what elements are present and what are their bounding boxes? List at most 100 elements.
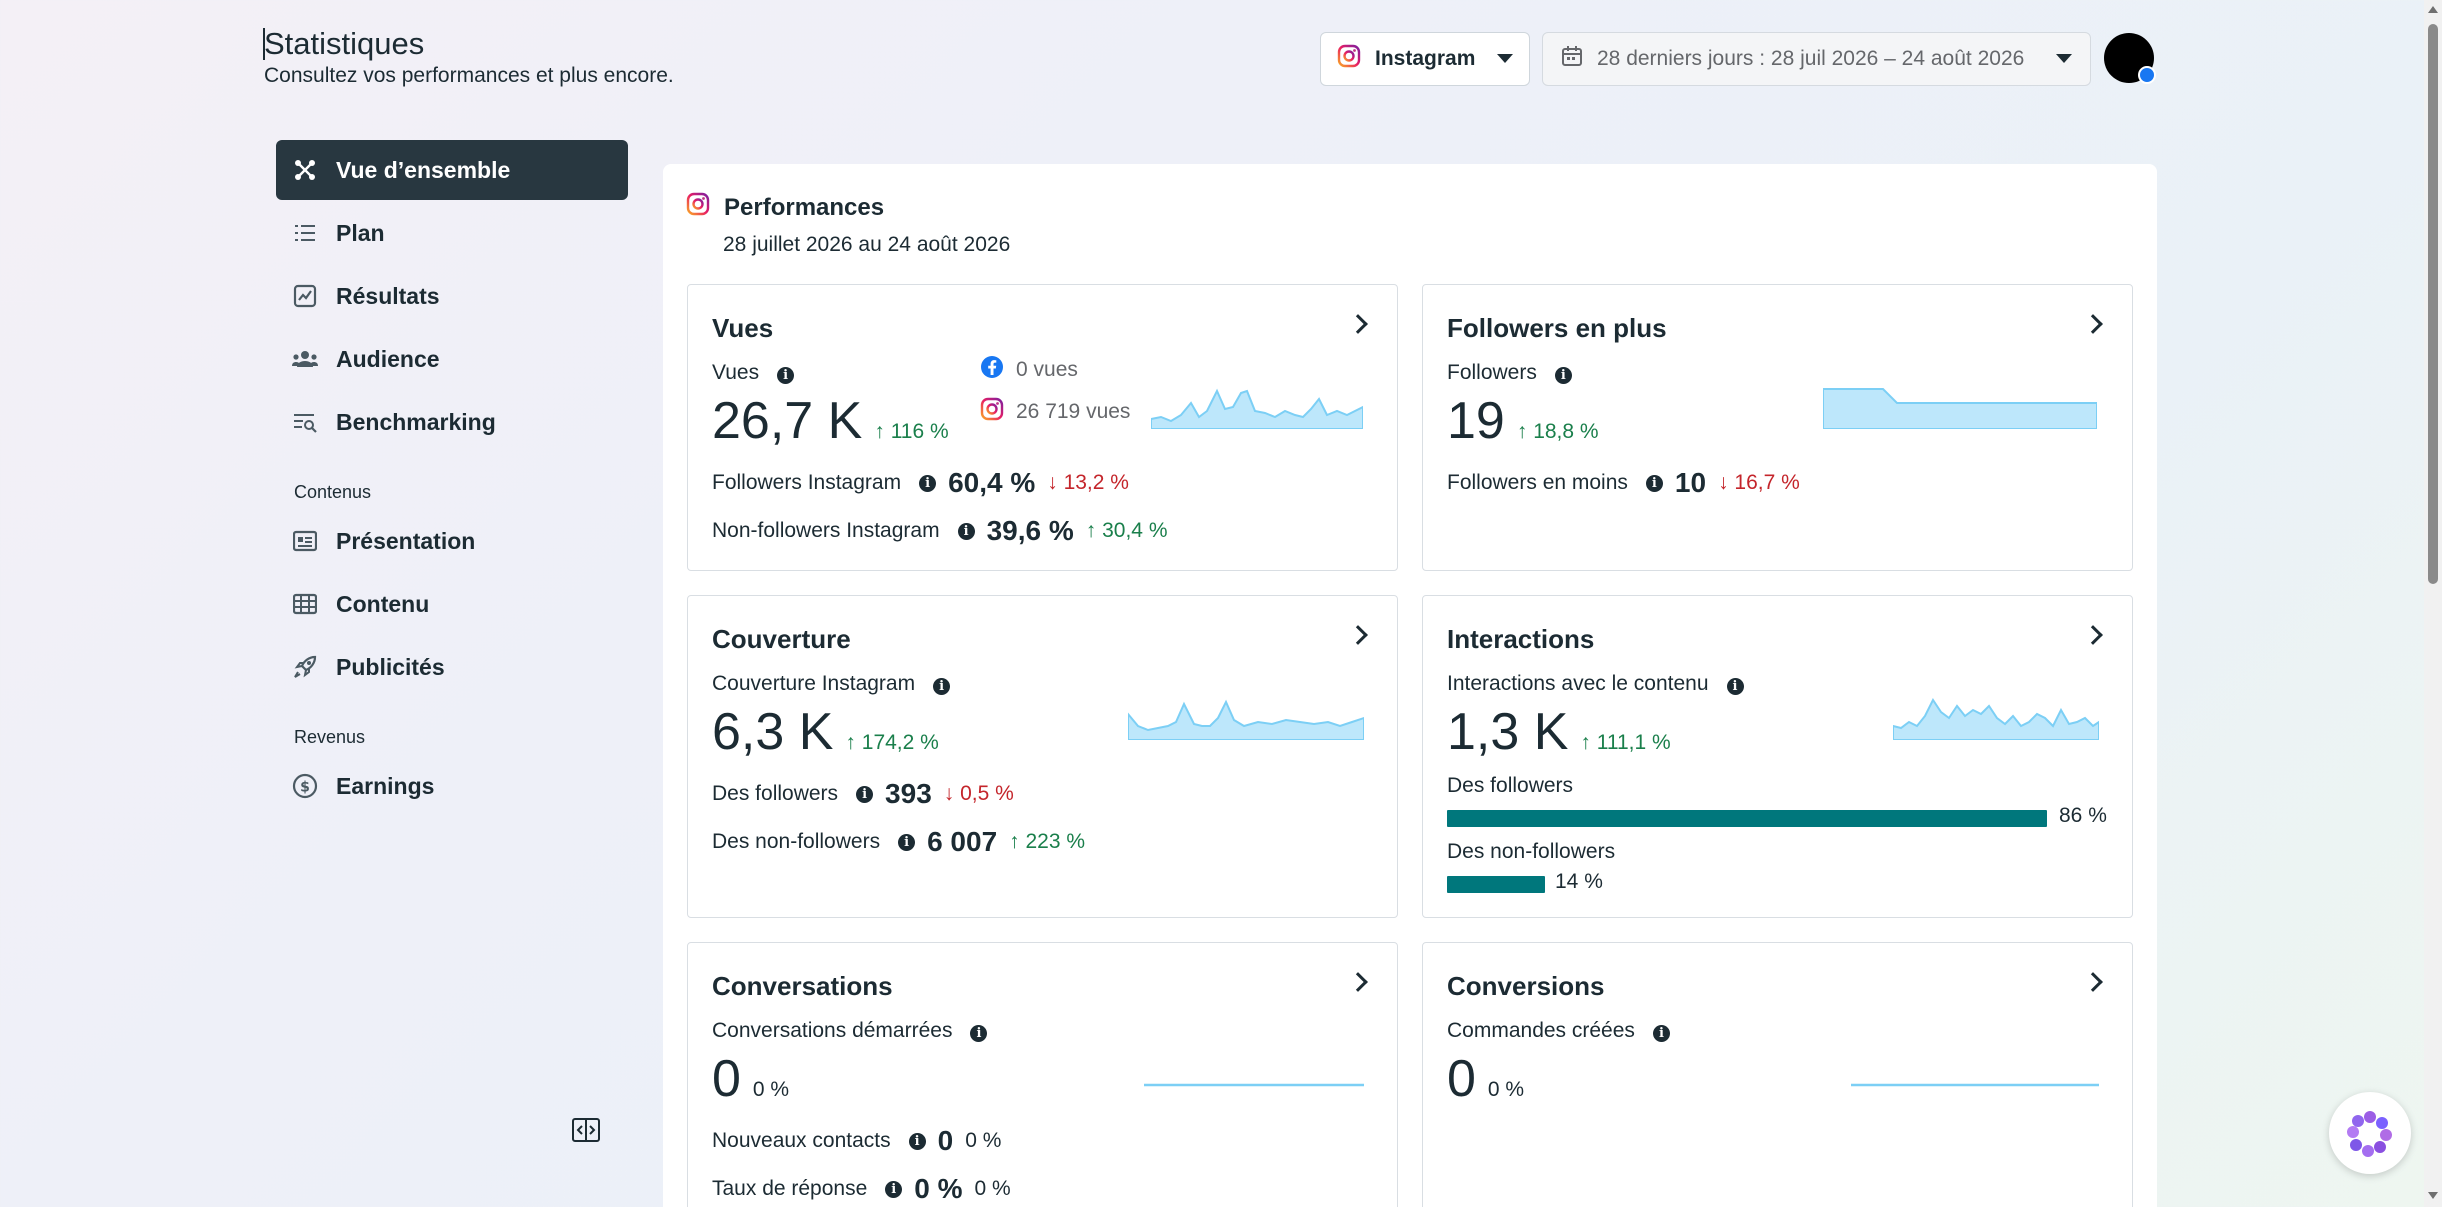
sidebar-item-label: Plan — [336, 219, 385, 246]
ig-followers-row: Followers Instagram i 60,4 % ↓ 13,2 % — [712, 467, 1129, 499]
change-up: ↑ 30,4 % — [1085, 519, 1168, 542]
sidebar-item-ads[interactable]: Publicités — [276, 637, 628, 697]
scroll-down-icon[interactable] — [2428, 1192, 2438, 1199]
followers-lost-label: Followers en moins — [1447, 471, 1628, 494]
change-down: ↓ 0,5 % — [943, 782, 1014, 805]
card-conversations[interactable]: Conversations Conversations démarrées i 0… — [687, 942, 1398, 1207]
sidebar-item-audience[interactable]: Audience — [276, 329, 628, 389]
date-range-dropdown[interactable]: 28 derniers jours : 28 juil 2026 – 24 ao… — [1542, 32, 2091, 86]
sidebar-item-label: Présentation — [336, 527, 476, 554]
info-icon[interactable]: i — [957, 522, 975, 540]
info-icon[interactable]: i — [1554, 367, 1572, 384]
benchmark-icon — [292, 409, 318, 435]
ig-followers-value: 60,4 % — [948, 467, 1036, 498]
platform-dropdown[interactable]: Instagram — [1320, 32, 1530, 86]
text-caret — [263, 28, 265, 60]
response-rate-label: Taux de réponse — [712, 1177, 868, 1200]
card-title: Conversations — [712, 971, 893, 1001]
ig-nonfollowers-row: Non-followers Instagram i 39,6 % ↑ 30,4 % — [712, 515, 1168, 547]
info-icon[interactable]: i — [885, 1180, 903, 1198]
change-up: ↑ 116 % — [874, 420, 949, 443]
date-range-label: 28 derniers jours : 28 juil 2026 – 24 ao… — [1597, 47, 2025, 70]
chevron-right-icon[interactable] — [2083, 625, 2103, 645]
sidebar-item-content[interactable]: Contenu — [276, 574, 628, 634]
card-followers[interactable]: Followers en plus Followers i 19 ↑ 18,8 %… — [1422, 284, 2133, 571]
card-title: Conversions — [1447, 971, 1605, 1001]
sidebar-item-label: Publicités — [336, 653, 445, 680]
card-title: Followers en plus — [1447, 313, 1667, 343]
card-conversions[interactable]: Conversions Commandes créées i 0 0 % — [1422, 942, 2133, 1207]
interactions-followers-label: Des followers — [1447, 774, 1574, 797]
info-icon[interactable]: i — [856, 785, 874, 803]
sidebar-item-plan[interactable]: Plan — [276, 203, 628, 263]
metric-value: 6,3 K — [712, 703, 834, 761]
info-icon[interactable]: i — [1645, 474, 1663, 492]
section-label-revenue: Revenus — [294, 727, 366, 747]
sidebar-item-label: Vue d’ensemble — [336, 156, 511, 183]
interactions-nonfollowers-label: Des non-followers — [1447, 840, 1616, 863]
conversations-sparkline — [1144, 1083, 1364, 1087]
collapse-sidebar-icon[interactable] — [572, 1118, 600, 1142]
info-icon[interactable]: i — [970, 1025, 988, 1042]
followers-lost-row: Followers en moins i 10 ↓ 16,7 % — [1447, 467, 1800, 499]
change-neutral: 0 % — [752, 1078, 790, 1101]
chevron-right-icon[interactable] — [1348, 625, 1368, 645]
metric-label-row: Followers i — [1447, 361, 1572, 385]
info-icon[interactable]: i — [933, 678, 951, 695]
ig-nonfollowers-label: Non-followers Instagram — [712, 519, 940, 542]
chevron-right-icon[interactable] — [1348, 972, 1368, 992]
platform-label: Instagram — [1375, 47, 1476, 70]
chevron-right-icon[interactable] — [2083, 972, 2103, 992]
facebook-icon — [980, 355, 1004, 384]
metric-label-row: Vues i — [712, 361, 795, 385]
new-contacts-label: Nouveaux contacts — [712, 1129, 891, 1152]
sidebar-item-results[interactable]: Résultats — [276, 266, 628, 326]
metric-label: Commandes créées — [1447, 1019, 1635, 1042]
info-icon[interactable]: i — [1726, 678, 1744, 695]
chevron-right-icon[interactable] — [2083, 314, 2103, 334]
metric-value-row: 26,7 K ↑ 116 % — [712, 391, 949, 451]
svg-text:$: $ — [300, 780, 310, 796]
response-rate-value: 0 % — [914, 1173, 963, 1204]
reach-followers-label: Des followers — [712, 782, 839, 805]
card-reach[interactable]: Couverture Couverture Instagram i 6,3 K ↑… — [687, 595, 1398, 918]
sidebar-item-label: Résultats — [336, 282, 440, 309]
info-icon[interactable]: i — [898, 833, 916, 851]
change-up: ↑ 174,2 % — [845, 731, 939, 754]
info-icon[interactable]: i — [1652, 1025, 1670, 1042]
interactions-nonfollowers-pct-row: 14 % — [1555, 870, 1603, 894]
performance-title: Performances — [724, 193, 885, 221]
metric-label: Conversations démarrées — [712, 1019, 953, 1042]
interactions-nonfollowers-bar — [1447, 876, 1545, 893]
reach-nonfollowers-label: Des non-followers — [712, 830, 881, 853]
change-down: ↓ 13,2 % — [1047, 471, 1129, 494]
sidebar-item-presentation[interactable]: Présentation — [276, 511, 628, 571]
instagram-views: 26 719 vues — [1016, 399, 1131, 423]
interactions-nonfollowers-pct: 14 % — [1555, 870, 1603, 893]
scroll-up-icon[interactable] — [2428, 6, 2438, 13]
instagram-views-row: 26 719 vues — [980, 397, 1130, 426]
info-icon[interactable]: i — [777, 367, 795, 384]
card-interactions[interactable]: Interactions Interactions avec le conten… — [1422, 595, 2133, 918]
sidebar-item-benchmarking[interactable]: Benchmarking — [276, 392, 628, 452]
chevron-right-icon[interactable] — [1348, 314, 1368, 334]
metric-label-row: Conversations démarrées i — [712, 1019, 988, 1043]
info-icon[interactable]: i — [908, 1132, 926, 1150]
followers-lost-value: 10 — [1674, 467, 1707, 498]
sidebar-item-overview[interactable]: Vue d’ensemble — [276, 140, 628, 200]
interactions-followers-pct: 86 % — [2059, 804, 2107, 827]
scrollbar-thumb[interactable] — [2428, 24, 2438, 584]
page-title: Statistiques — [264, 26, 425, 61]
sidebar-item-earnings[interactable]: $ Earnings — [276, 756, 628, 816]
chart-icon — [292, 283, 318, 309]
info-icon[interactable]: i — [919, 474, 937, 492]
interactions-sparkline — [1893, 698, 2099, 740]
followers-sparkline — [1823, 388, 2097, 429]
card-views[interactable]: Vues Vues i 26,7 K ↑ 116 % 0 vues 26 719 … — [687, 284, 1398, 571]
metric-value: 0 — [1447, 1050, 1476, 1108]
overview-icon — [292, 157, 318, 183]
metric-value-row: 6,3 K ↑ 174,2 % — [712, 702, 939, 762]
new-contacts-change: 0 % — [965, 1129, 1002, 1152]
reach-followers-value: 393 — [885, 778, 932, 809]
assistant-button[interactable] — [2329, 1092, 2411, 1174]
